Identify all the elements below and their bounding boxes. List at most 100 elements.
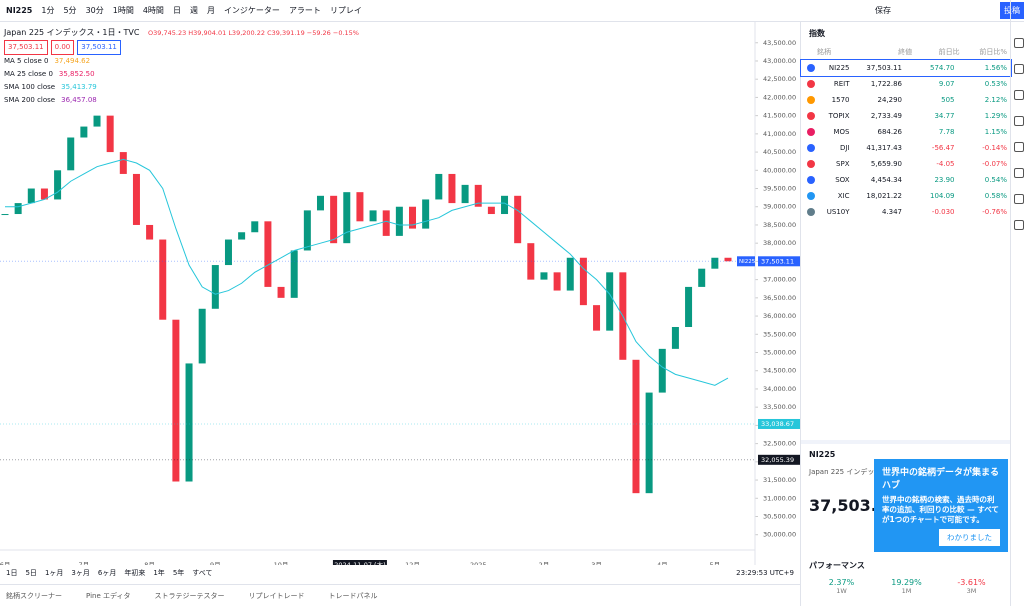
alerts-button[interactable]: アラート xyxy=(288,6,321,15)
side-icon[interactable] xyxy=(1014,116,1024,126)
x-tick-label: 12月 xyxy=(405,561,420,565)
watchlist-row[interactable]: MOS 684.26 7.78 1.15% xyxy=(801,124,1011,140)
candle xyxy=(698,268,706,287)
tab[interactable]: トレードパネル xyxy=(328,591,378,600)
interval[interactable]: 30分 xyxy=(85,6,104,15)
performance-cell: -3.61% 3M xyxy=(939,578,1004,595)
cell: -0.14% xyxy=(982,144,1007,152)
price-box: 0.00 xyxy=(50,40,75,55)
range-button[interactable]: すべて xyxy=(192,569,213,577)
range-button[interactable]: 3ヶ月 xyxy=(71,569,90,577)
candle xyxy=(671,326,679,349)
candle xyxy=(1,214,9,216)
symbol-icon xyxy=(807,176,815,184)
watchlist-row[interactable]: 1570 24,290 505 2.12% xyxy=(801,92,1011,108)
column-header: 終値 xyxy=(898,48,913,56)
side-icon[interactable] xyxy=(1014,220,1024,230)
candle xyxy=(14,203,22,215)
watchlist-row[interactable]: SPX 5,659.90 -4.05 -0.07% xyxy=(801,156,1011,172)
cell: -4.05 xyxy=(936,160,955,168)
publish-button[interactable]: 投稿 xyxy=(1000,2,1024,19)
performance-period: 3M xyxy=(966,587,977,595)
popup-button[interactable]: わかりました xyxy=(939,529,1000,546)
save-button[interactable]: 保存 xyxy=(875,6,891,15)
interval[interactable]: 5分 xyxy=(63,6,77,15)
interval[interactable]: 週 xyxy=(189,6,198,15)
y-tick-label: 40,000.00 xyxy=(763,166,796,174)
side-icon[interactable] xyxy=(1014,90,1024,100)
x-tick-label: 8月 xyxy=(144,561,155,565)
candle xyxy=(632,359,640,494)
price-tag: 32,055.39 xyxy=(761,456,794,464)
symbol-icon xyxy=(807,80,815,88)
side-icon[interactable] xyxy=(1014,64,1024,74)
candle xyxy=(198,308,206,364)
side-icon[interactable] xyxy=(1014,142,1024,152)
tab[interactable]: 銘柄スクリーナー xyxy=(6,591,62,600)
y-tick-label: 34,500.00 xyxy=(763,367,796,375)
interval[interactable]: 1時間 xyxy=(112,6,134,15)
cell: TOPIX xyxy=(828,112,850,120)
interval[interactable]: 1分 xyxy=(41,6,55,15)
watchlist-title[interactable]: 指数 xyxy=(809,28,825,38)
range-button[interactable]: 5年 xyxy=(172,569,185,577)
candle xyxy=(579,257,587,306)
y-tick-label: 36,000.00 xyxy=(763,312,796,320)
price-tag-bg xyxy=(758,454,800,465)
tab[interactable]: ストラテジーテスター xyxy=(154,591,225,600)
symbol-search[interactable]: NI225 xyxy=(6,6,33,15)
y-tick-label: 35,000.00 xyxy=(763,349,796,357)
watchlist-row[interactable]: TOPIX 2,733.49 34.77 1.29% xyxy=(801,108,1011,124)
indicators-button[interactable]: インジケーター xyxy=(223,6,280,15)
candle xyxy=(93,115,101,127)
candle xyxy=(501,195,509,215)
tab[interactable]: Pine エディタ xyxy=(86,591,131,600)
candle xyxy=(711,257,719,269)
tab[interactable]: リプレイトレード xyxy=(248,591,305,600)
range-button[interactable]: 1ヶ月 xyxy=(44,569,64,577)
interval[interactable]: 日 xyxy=(172,6,181,15)
range-button[interactable]: 1日 xyxy=(6,569,18,577)
range-button[interactable]: 6ヶ月 xyxy=(97,569,117,577)
watchlist-row[interactable]: NI225 37,503.11 574.70 1.56% xyxy=(800,59,1012,77)
watchlist-row[interactable]: DJI 41,317.43 -56.47 -0.14% xyxy=(801,140,1011,156)
performance-cell: 19.29% 1M xyxy=(874,578,939,595)
side-icon[interactable] xyxy=(1014,168,1024,178)
watchlist-row[interactable]: US10Y 4.347 -0.030 -0.76% xyxy=(801,204,1011,220)
candle xyxy=(54,170,62,200)
candle xyxy=(119,152,127,174)
candle xyxy=(474,184,482,207)
candle xyxy=(211,265,219,309)
cell: 18,021.22 xyxy=(866,192,902,200)
candle xyxy=(448,173,456,204)
details-price: 37,503.1 xyxy=(809,496,888,515)
cell: 2,733.49 xyxy=(870,112,902,120)
cell: 5,659.90 xyxy=(870,160,902,168)
side-icon[interactable] xyxy=(1014,38,1024,48)
range-button[interactable]: 1年 xyxy=(153,569,165,577)
indicator-list: MA 5 close 0 37,494.62 MA 25 close 0 35,852… xyxy=(4,55,359,107)
y-tick-label: 31,000.00 xyxy=(763,494,796,502)
interval[interactable]: 4時間 xyxy=(142,6,164,15)
replay-button[interactable]: リプレイ xyxy=(329,6,362,15)
interval[interactable]: 月 xyxy=(206,6,215,15)
range-bar: 1日 5日 1ヶ月 3ヶ月 6ヶ月 年初来 1年 5年 すべて 23:29:53 UTC+9 xyxy=(0,565,800,581)
range-button[interactable]: 5日 xyxy=(25,569,37,577)
cell: 9.07 xyxy=(938,80,955,88)
price-tag-bg xyxy=(758,418,800,429)
watchlist-row[interactable]: SOX 4,454.34 23.90 0.54% xyxy=(801,172,1011,188)
range-button[interactable]: 年初来 xyxy=(124,569,146,577)
symbol-icon xyxy=(807,128,815,136)
side-icon[interactable] xyxy=(1014,194,1024,204)
cell: US10Y xyxy=(826,208,850,216)
y-tick-label: 43,000.00 xyxy=(763,57,796,65)
watchlist-row[interactable]: REIT 1,722.86 9.07 0.53% xyxy=(801,76,1011,92)
x-tick-label: 2024-11-07 (木) xyxy=(334,560,385,565)
performance-title: パフォーマンス xyxy=(809,561,865,570)
performance-cell: 2.37% 1W xyxy=(809,578,874,595)
candle xyxy=(106,115,114,153)
x-tick-label: 5月 xyxy=(710,561,721,565)
candle xyxy=(316,195,324,211)
x-tick-label: 10月 xyxy=(274,561,289,565)
watchlist-row[interactable]: XIC 18,021.22 104.09 0.58% xyxy=(801,188,1011,204)
